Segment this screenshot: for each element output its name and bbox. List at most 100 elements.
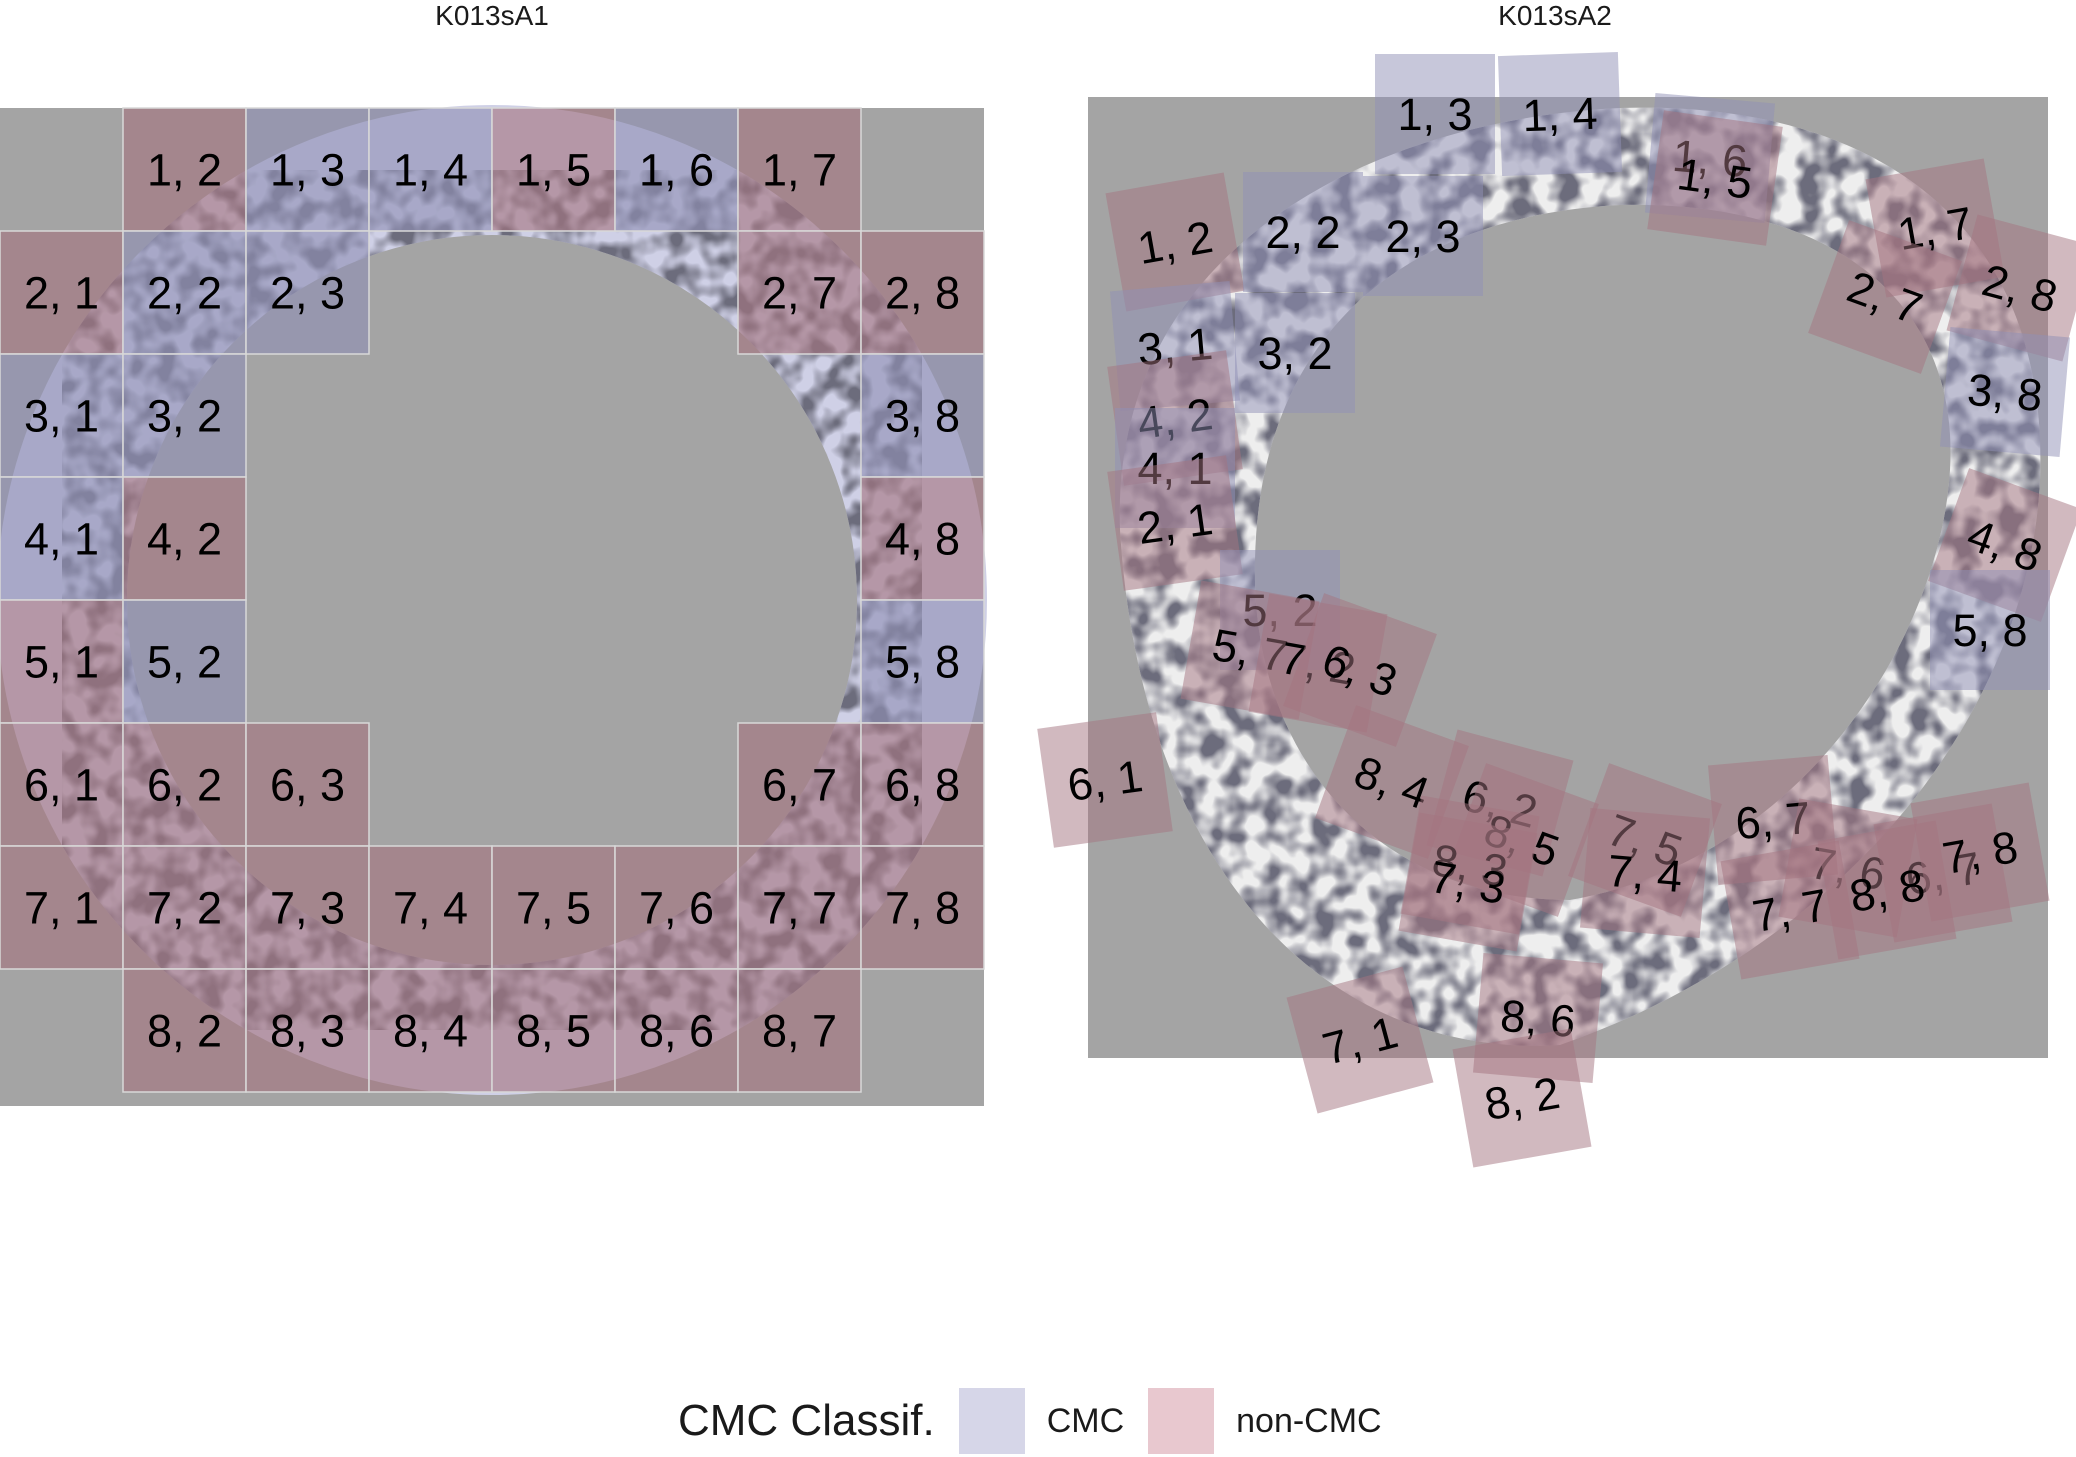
right-cell: 8, 2 xyxy=(1452,1028,1592,1168)
left-cell-1-6 xyxy=(614,107,739,232)
right-cell-label: 3, 2 xyxy=(1257,328,1332,379)
left-cell-7-7 xyxy=(737,845,862,970)
right-cell-label: 3, 8 xyxy=(1965,364,2044,421)
left-cell-label: 1, 7 xyxy=(762,145,837,196)
left-cell-label: 6, 3 xyxy=(270,760,345,811)
legend-label-non-cmc: non-CMC xyxy=(1236,1401,1382,1440)
left-cell-label: 7, 1 xyxy=(24,883,99,934)
right-cell-label: 2, 2 xyxy=(1265,207,1340,258)
left-cell-7-8 xyxy=(860,845,985,970)
legend-title: CMC Classif. xyxy=(678,1396,935,1445)
left-cell-label: 2, 2 xyxy=(147,268,222,319)
left-cell-7-2 xyxy=(122,845,247,970)
right-cell-tile xyxy=(1286,966,1434,1114)
left-cell-label: 1, 6 xyxy=(639,145,714,196)
right-cell: 2, 8 xyxy=(1946,214,2076,362)
right-cell: 2, 3 xyxy=(1363,176,1483,296)
right-cell: 2, 1 xyxy=(1107,455,1243,591)
right-cell: 5, 8 xyxy=(1930,570,2050,690)
right-cell-tile xyxy=(1235,293,1355,413)
left-cell-8-2 xyxy=(122,968,247,1093)
right-cell-tile xyxy=(1579,807,1711,939)
left-cell-label: 7, 6 xyxy=(639,883,714,934)
right-cell: 7, 4 xyxy=(1579,807,1711,939)
left-cell-label: 7, 5 xyxy=(516,883,591,934)
left-cell-label: 8, 5 xyxy=(516,1006,591,1057)
right-cell-label: 7, 4 xyxy=(1605,845,1684,902)
left-cell-label: 6, 1 xyxy=(24,760,99,811)
left-cell-label: 8, 3 xyxy=(270,1006,345,1057)
left-cell-2-3 xyxy=(245,230,370,355)
left-cell-2-8 xyxy=(860,230,985,355)
left-cell-label: 8, 7 xyxy=(762,1006,837,1057)
left-cell-label: 8, 6 xyxy=(639,1006,714,1057)
left-cell-7-4 xyxy=(368,845,493,970)
left-cell-label: 1, 5 xyxy=(516,145,591,196)
right-cell: 2, 7 xyxy=(1808,220,1962,374)
left-cell-5-2 xyxy=(122,599,247,724)
left-cell-8-7 xyxy=(737,968,862,1093)
left-cell-label: 6, 2 xyxy=(147,760,222,811)
left-cell-label: 1, 3 xyxy=(270,145,345,196)
left-cell-3-8 xyxy=(860,353,985,478)
left-cell-3-2 xyxy=(122,353,247,478)
left-cell-label: 6, 8 xyxy=(885,760,960,811)
right-cell-tile xyxy=(1939,326,2071,458)
right-cell: 7, 1 xyxy=(1286,966,1434,1114)
left-cell-label: 3, 1 xyxy=(24,391,99,442)
left-cell-label: 5, 8 xyxy=(885,637,960,688)
right-cell-label: 1, 3 xyxy=(1397,89,1472,140)
left-cell-label: 7, 4 xyxy=(393,883,468,934)
left-cell-label: 4, 1 xyxy=(24,514,99,565)
left-cell-label: 2, 3 xyxy=(270,268,345,319)
left-cell-label: 6, 7 xyxy=(762,760,837,811)
left-cell-4-2 xyxy=(122,476,247,601)
right-cell-tile xyxy=(1105,172,1245,312)
left-cell-7-5 xyxy=(491,845,616,970)
right-cell-tile xyxy=(1808,220,1962,374)
left-cell-6-8 xyxy=(860,722,985,847)
legend-key-non-cmc xyxy=(1148,1388,1215,1454)
left-cell-label: 7, 2 xyxy=(147,883,222,934)
left-cell-label: 8, 2 xyxy=(147,1006,222,1057)
left-cell-label: 4, 2 xyxy=(147,514,222,565)
right-cell-label: 6, 1 xyxy=(1064,750,1145,811)
legend-label-cmc: CMC xyxy=(1046,1401,1125,1440)
right-cell: 7, 7 xyxy=(1720,840,1860,980)
right-cell-tile xyxy=(1398,812,1538,952)
right-cell: 1, 2 xyxy=(1105,172,1245,312)
left-cell-8-6 xyxy=(614,968,739,1093)
right-cell-label: 2, 3 xyxy=(1385,211,1460,262)
left-cell-label: 7, 3 xyxy=(270,883,345,934)
left-cell-label: 5, 2 xyxy=(147,637,222,688)
panel-title-left: K013sA1 xyxy=(435,0,549,31)
right-cell-tile xyxy=(1243,172,1363,292)
left-cell-7-3 xyxy=(245,845,370,970)
left-cell-1-4 xyxy=(368,107,493,232)
right-cell-tile xyxy=(1497,51,1623,177)
right-cell-tile xyxy=(1930,570,2050,690)
left-cell-5-8 xyxy=(860,599,985,724)
right-cell: 2, 2 xyxy=(1243,172,1363,292)
right-cell: 6, 3 xyxy=(1283,593,1437,747)
right-cell-tile xyxy=(1946,214,2076,362)
right-cell-tile xyxy=(1107,455,1243,591)
left-cell-label: 1, 2 xyxy=(147,145,222,196)
right-cell: 1, 3 xyxy=(1375,54,1495,174)
right-cell: 3, 2 xyxy=(1235,293,1355,413)
panel-title-right: K013sA2 xyxy=(1498,0,1612,31)
left-cell-label: 2, 8 xyxy=(885,268,960,319)
left-cell-6-7 xyxy=(737,722,862,847)
legend-key-cmc xyxy=(958,1388,1025,1454)
left-cell-4-1 xyxy=(0,476,124,601)
left-cell-8-3 xyxy=(245,968,370,1093)
right-cell-tile xyxy=(1647,110,1783,246)
right-cell: 1, 4 xyxy=(1497,51,1623,177)
right-cell-tile xyxy=(1037,712,1173,848)
right-cell: 7, 3 xyxy=(1398,812,1538,952)
left-cell-label: 5, 1 xyxy=(24,637,99,688)
left-cell-4-8 xyxy=(860,476,985,601)
left-cell-7-6 xyxy=(614,845,739,970)
right-cell-label: 1, 4 xyxy=(1522,88,1599,142)
